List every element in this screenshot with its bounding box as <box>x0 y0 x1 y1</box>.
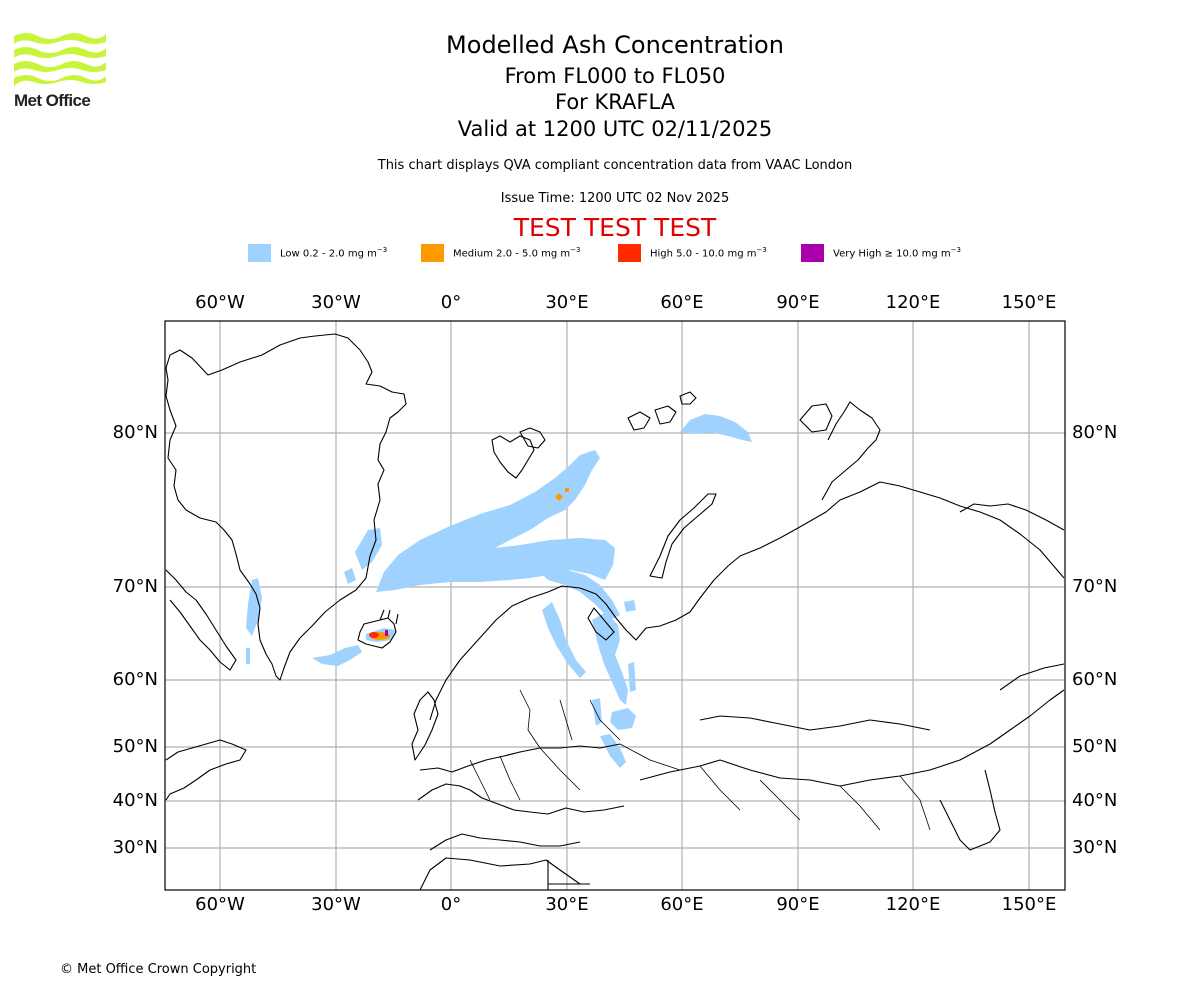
longitude-label-top: 60°W <box>195 292 245 313</box>
graticule <box>165 321 1065 890</box>
legend-label: High 5.0 - 10.0 mg m−3 <box>650 246 767 260</box>
ash-low-areas <box>246 414 752 768</box>
latitude-label-right: 80°N <box>1072 422 1118 443</box>
longitude-label-bottom: 60°W <box>195 894 245 915</box>
longitude-label-top: 90°E <box>776 292 820 313</box>
legend-label: Very High ≥ 10.0 mg m−3 <box>833 246 961 260</box>
chart-description: This chart displays QVA compliant concen… <box>377 158 853 173</box>
coastlines <box>165 333 1065 891</box>
latitude-label-left: 60°N <box>112 669 158 690</box>
legend-item: High 5.0 - 10.0 mg m−3 <box>618 244 767 262</box>
latitude-label-right: 70°N <box>1072 576 1118 597</box>
longitude-label-top: 120°E <box>885 292 941 313</box>
latitude-label-left: 40°N <box>112 790 158 811</box>
issue-time: Issue Time: 1200 UTC 02 Nov 2025 <box>500 191 730 206</box>
longitude-label-bottom: 90°E <box>776 894 820 915</box>
legend-swatch <box>248 244 271 262</box>
longitude-label-bottom: 120°E <box>885 894 941 915</box>
valid-time: Valid at 1200 UTC 02/11/2025 <box>457 117 773 141</box>
longitude-label-top: 60°E <box>660 292 704 313</box>
longitude-label-bottom: 150°E <box>1001 894 1057 915</box>
latitude-label-right: 30°N <box>1072 837 1118 858</box>
legend-item: Low 0.2 - 2.0 mg m−3 <box>248 244 387 262</box>
latitude-label-right: 60°N <box>1072 669 1118 690</box>
legend-label: Low 0.2 - 2.0 mg m−3 <box>280 246 388 260</box>
longitude-label-top: 30°W <box>311 292 361 313</box>
longitude-label-top: 0° <box>440 292 462 313</box>
legend-label: Medium 2.0 - 5.0 mg m−3 <box>453 246 581 260</box>
legend-swatch <box>618 244 641 262</box>
legend-swatch <box>421 244 444 262</box>
met-office-wordmark: Met Office <box>14 91 91 110</box>
legend-swatch <box>801 244 824 262</box>
legend-item: Very High ≥ 10.0 mg m−3 <box>801 244 961 262</box>
map-frame <box>164 320 1066 891</box>
longitude-label-bottom: 0° <box>440 894 462 915</box>
met-office-logo-icon <box>14 33 106 86</box>
test-banner: TEST TEST TEST <box>513 213 717 242</box>
latitude-label-left: 50°N <box>112 736 158 757</box>
copyright-footer: © Met Office Crown Copyright <box>60 962 257 977</box>
latitude-label-left: 30°N <box>112 837 158 858</box>
latitude-label-right: 40°N <box>1072 790 1118 811</box>
ash-high-areas <box>369 632 379 638</box>
latitude-label-left: 80°N <box>112 422 158 443</box>
ash-very-high-areas <box>385 630 388 636</box>
longitude-label-top: 30°E <box>545 292 589 313</box>
latitude-label-right: 50°N <box>1072 736 1118 757</box>
chart-title: Modelled Ash Concentration <box>446 31 784 59</box>
longitude-label-bottom: 30°E <box>545 894 589 915</box>
longitude-label-top: 150°E <box>1001 292 1057 313</box>
longitude-label-bottom: 30°W <box>311 894 361 915</box>
flight-level-range: From FL000 to FL050 <box>504 64 726 88</box>
volcano-name: For KRAFLA <box>555 90 675 114</box>
longitude-label-bottom: 60°E <box>660 894 704 915</box>
latitude-label-left: 70°N <box>112 576 158 597</box>
legend-item: Medium 2.0 - 5.0 mg m−3 <box>421 244 580 262</box>
